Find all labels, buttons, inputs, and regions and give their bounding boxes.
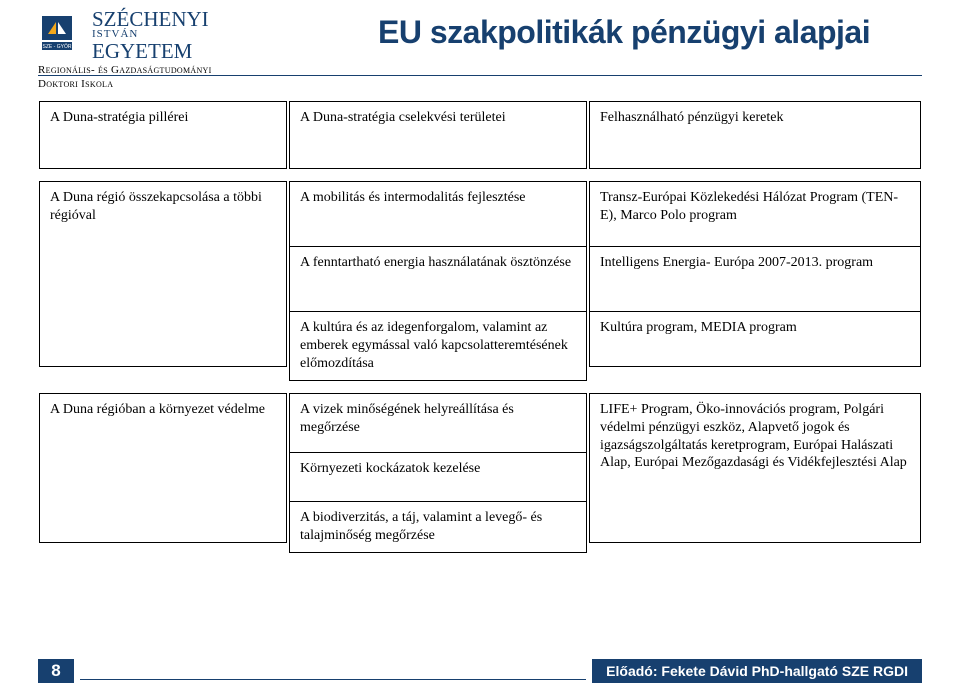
row2-col2c: A biodiverzitás, a táj, valamint a leveg… xyxy=(290,501,587,552)
footer: 8 Előadó: Fekete Dávid PhD-hallgató SZE … xyxy=(0,659,960,683)
row1-col1: A Duna régió összekapcsolása a többi rég… xyxy=(40,182,287,367)
table-row: A Duna régió összekapcsolása a többi rég… xyxy=(38,180,922,382)
col3-heading: Felhasználható pénzügyi keretek xyxy=(590,102,921,169)
row1-col2c: A kultúra és az idegenforgalom, valamint… xyxy=(290,312,587,381)
institution-logo: SZE - GYŐR SZÉCHENYI ISTVÁN EGYETEM Regi… xyxy=(38,8,308,92)
page-number: 8 xyxy=(38,659,74,683)
row2-col1: A Duna régióban a környezet védelme xyxy=(40,393,287,542)
row2-col3: LIFE+ Program, Öko-innovációs program, P… xyxy=(590,393,921,542)
table-row: A Duna régióban a környezet védelme A vi… xyxy=(38,392,922,554)
row1-col3a: Transz-Európai Közlekedési Hálózat Progr… xyxy=(590,182,921,247)
row2-col2b: Környezeti kockázatok kezelése xyxy=(290,452,587,501)
presenter-label: Előadó: Fekete Dávid PhD-hallgató SZE RG… xyxy=(592,659,922,683)
org-name-2: EGYETEM xyxy=(92,40,209,62)
footer-divider xyxy=(80,659,586,680)
row1-col2b: A fenntartható energia használatának ösz… xyxy=(290,247,587,312)
page-title: EU szakpolitikák pénzügyi alapjai xyxy=(378,14,922,51)
subname-line1: Regionális- és Gazdaságtudományi xyxy=(38,64,212,76)
subname-line2: Doktori Iskola xyxy=(38,78,113,90)
org-name-1: SZÉCHENYI xyxy=(92,8,209,30)
slide: SZE - GYŐR SZÉCHENYI ISTVÁN EGYETEM Regi… xyxy=(0,0,960,695)
col2-heading: A Duna-stratégia cselekvési területei xyxy=(290,102,587,169)
col1-heading: A Duna-stratégia pillérei xyxy=(40,102,287,169)
row1-col2a: A mobilitás és intermodalitás fejlesztés… xyxy=(290,182,587,247)
row1-col3c: Kultúra program, MEDIA program xyxy=(590,312,921,367)
row2-col2a: A vizek minőségének helyreállítása és me… xyxy=(290,393,587,452)
institution-subname: Regionális- és Gazdaságtudományi Doktori… xyxy=(38,64,308,92)
content-table: A Duna-stratégia pillérei A Duna-stratég… xyxy=(38,90,922,564)
logo-text: SZÉCHENYI ISTVÁN EGYETEM xyxy=(92,8,209,62)
row1-col3b: Intelligens Energia- Európa 2007-2013. p… xyxy=(590,247,921,312)
logo-badge-text: SZE - GYŐR xyxy=(43,43,72,50)
logo-mark: SZE - GYŐR xyxy=(38,14,84,56)
table-header-row: A Duna-stratégia pillérei A Duna-stratég… xyxy=(38,100,922,170)
